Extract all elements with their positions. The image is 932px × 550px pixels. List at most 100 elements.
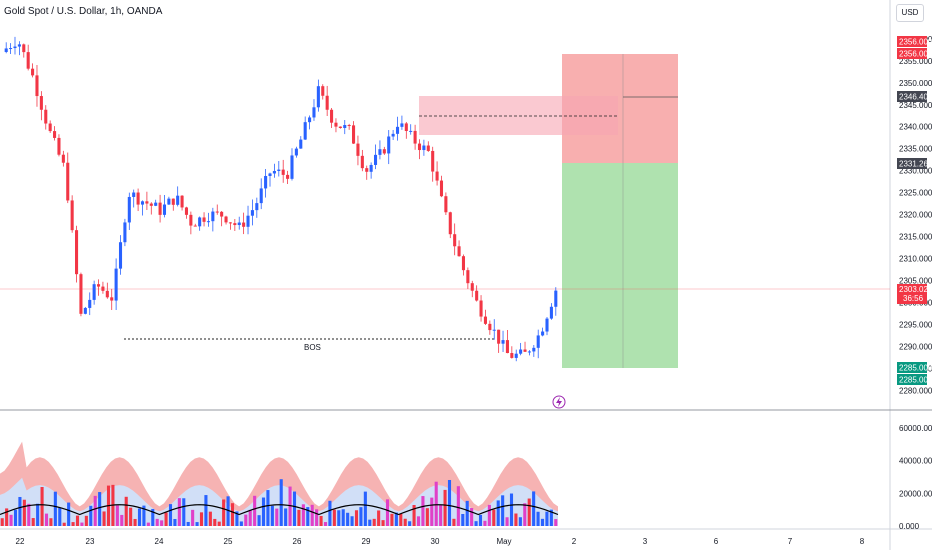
candle-body (88, 299, 92, 308)
candle-body (510, 353, 514, 358)
candle-body (189, 214, 193, 226)
volume-bar (142, 505, 146, 526)
time-tick-label: 30 (431, 537, 440, 546)
volume-bar (239, 521, 243, 526)
volume-bar (323, 522, 328, 526)
volume-bar (377, 510, 381, 526)
supply-zone[interactable] (419, 96, 618, 135)
volume-bar (120, 514, 124, 526)
price-tick-label: 2295.000 (899, 321, 932, 330)
time-tick-label: 2 (572, 537, 577, 546)
candle-body (360, 155, 364, 169)
price-tick-label: 2355.000 (899, 57, 932, 66)
candle-body (250, 210, 254, 216)
candle-body (17, 44, 21, 47)
volume-bar (155, 518, 159, 526)
candle-body (483, 316, 487, 324)
volume-bar (133, 518, 137, 526)
last-price-tag: 2303.025 36:56 (897, 284, 932, 304)
candle-body (352, 125, 356, 144)
volume-bar (465, 500, 469, 526)
candle-body (541, 331, 545, 336)
svg-text:2285.000: 2285.000 (899, 376, 932, 385)
candle-body (140, 201, 145, 205)
volume-bar (102, 511, 106, 526)
volume-bar (447, 479, 452, 526)
volume-bar (390, 513, 394, 526)
volume-bar (315, 509, 319, 526)
candle-body (211, 211, 215, 222)
candle-body (369, 164, 373, 172)
candle-body (31, 68, 35, 76)
candle-body (303, 122, 307, 140)
candle-body (26, 52, 30, 69)
volume-bar (381, 520, 385, 526)
volume-bar (67, 502, 71, 526)
volume-bar (439, 504, 443, 526)
volume-bar (182, 498, 186, 526)
candle-body (202, 217, 206, 222)
volume-bar (208, 511, 212, 526)
candle-body (237, 222, 241, 226)
candle-body (114, 268, 118, 301)
time-tick-label: 24 (155, 537, 164, 546)
candle-body (308, 117, 312, 123)
chart-title: Gold Spot / U.S. Dollar, 1h, OANDA (4, 6, 163, 17)
price-tick-label: 2315.000 (899, 233, 932, 242)
candle-body (316, 86, 320, 108)
candlesticks[interactable] (4, 36, 558, 362)
volume-bar (416, 516, 421, 526)
candle-body (444, 196, 448, 213)
volume-bar (496, 500, 500, 526)
candle-body (409, 130, 413, 132)
candle-body (158, 202, 162, 215)
candle-body (514, 353, 518, 358)
candle-body (294, 148, 298, 156)
volume-bar (452, 518, 456, 526)
currency-button[interactable]: USD (896, 4, 924, 22)
candle-body (22, 44, 26, 53)
candle-body (545, 318, 549, 332)
price-tick-label: 2335.000 (899, 145, 932, 154)
volume-bar (532, 491, 536, 526)
volume-tick-label: 40000.000 (899, 457, 932, 466)
volume-bar (22, 499, 26, 526)
volume-bar (191, 509, 195, 526)
volume-pane[interactable] (0, 441, 559, 526)
take-profit-zone[interactable] (562, 163, 678, 368)
candle-body (66, 162, 70, 201)
candle-body (312, 107, 316, 118)
candle-body (70, 200, 74, 231)
volume-bar (261, 497, 266, 526)
volume-bar (199, 512, 204, 526)
volume-bar (346, 512, 350, 526)
target-price-tag: 2285.000 2285.000 (897, 362, 932, 385)
price-axis[interactable]: 2360.0002355.0002350.0002345.0002340.000… (899, 35, 932, 396)
candle-body (136, 192, 140, 205)
volume-bar (505, 517, 509, 526)
volume-bar (487, 504, 491, 526)
volume-bar (372, 518, 376, 526)
volume-bar (27, 503, 31, 526)
candle-body (479, 300, 483, 317)
volume-bar (146, 522, 150, 526)
volume-bar (549, 509, 553, 526)
candle-body (264, 175, 268, 189)
price-tick-label: 2320.000 (899, 211, 932, 220)
lightning-icon[interactable] (552, 395, 566, 409)
time-axis[interactable]: 22 23 24 25 26 29 30 May 2 3 6 7 8 (16, 537, 865, 546)
time-tick-label: 7 (788, 537, 793, 546)
candle-body (83, 307, 87, 314)
svg-text:2303.025: 2303.025 (899, 285, 932, 294)
volume-bar (49, 518, 53, 526)
candle-body (96, 284, 101, 287)
volume-bar (266, 490, 270, 526)
volume-bar (368, 519, 372, 526)
candle-body (110, 297, 114, 301)
volume-bar (297, 509, 301, 526)
volume-axis[interactable]: 60000.000 40000.000 20000.000 0.000 (899, 424, 932, 531)
stop-price-tag: 2356.000 2356.000 (897, 36, 932, 59)
volume-bar (98, 492, 102, 526)
candle-body (286, 174, 290, 179)
